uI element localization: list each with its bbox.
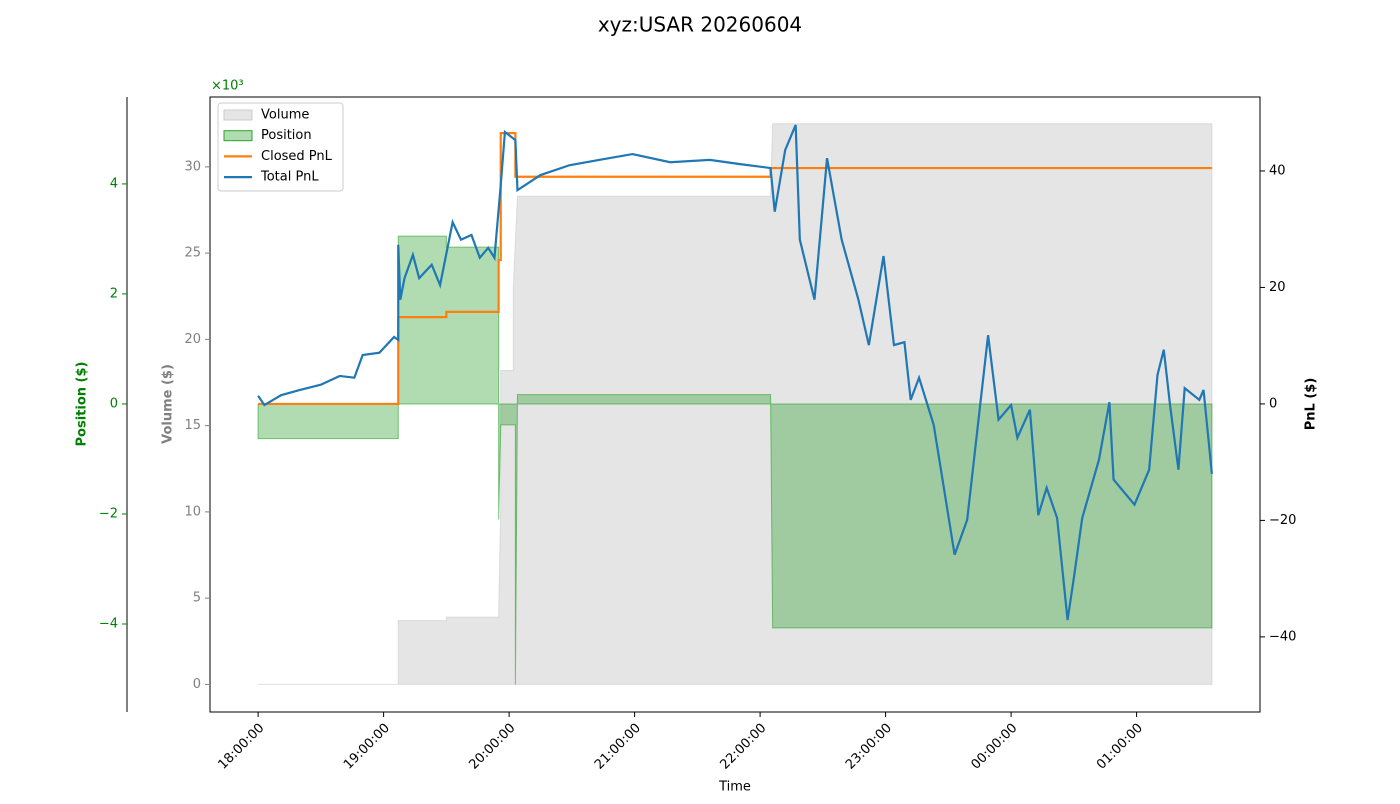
volume-tick-label: 0	[193, 677, 201, 692]
pnl-tick-label: 40	[1269, 163, 1286, 178]
legend-swatch	[223, 130, 253, 142]
volume-tick-label: 10	[184, 504, 201, 519]
line	[257, 124, 1213, 621]
legend-label: Total PnL	[260, 170, 319, 185]
legend-box	[217, 102, 344, 192]
legend-label: Position	[261, 128, 312, 143]
position-axis-label: Position ($)	[75, 362, 90, 447]
position-tick-label: 2	[110, 286, 118, 301]
plot-area	[257, 123, 1213, 685]
legend-label: Volume	[261, 108, 309, 123]
x-tick-label: 22:00:00	[718, 721, 770, 773]
x-tick-label: 00:00:00	[969, 721, 1021, 773]
pnl-axis-label: PnL ($)	[1304, 378, 1319, 431]
position-tick-label: −2	[99, 506, 118, 521]
volume-tick-label: 20	[184, 332, 201, 347]
x-tick-label: 23:00:00	[843, 721, 895, 773]
volume-tick-label: 5	[193, 591, 201, 606]
x-axis-label: Time	[718, 780, 751, 795]
x-tick-label: 21:00:00	[592, 721, 644, 773]
x-tick-label: 20:00:00	[467, 721, 519, 773]
chart-title: xyz:USAR 20260604	[598, 13, 802, 37]
plot-frame	[209, 96, 1261, 713]
position-tick-label: 4	[110, 176, 118, 191]
legend-label: Closed PnL	[261, 149, 333, 164]
volume-tick-label: 30	[184, 159, 201, 174]
volume-tick-label: 15	[184, 418, 201, 433]
legend-swatch	[223, 109, 253, 121]
pnl-tick-label: 20	[1269, 280, 1286, 295]
pnl-tick-label: −40	[1269, 629, 1296, 644]
position-tick-label: −4	[99, 616, 118, 631]
pnl-tick-label: −20	[1269, 513, 1296, 528]
volume-axis-label: Volume ($)	[161, 364, 176, 444]
volume-tick-label: 25	[184, 246, 201, 261]
x-tick-label: 18:00:00	[216, 721, 268, 773]
position-scale-label: ×10³	[211, 79, 244, 94]
pnl-tick-label: 0	[1269, 396, 1277, 411]
x-tick-label: 01:00:00	[1094, 721, 1146, 773]
x-tick-label: 19:00:00	[341, 721, 393, 773]
line	[258, 132, 1212, 406]
position-tick-label: 0	[110, 396, 118, 411]
